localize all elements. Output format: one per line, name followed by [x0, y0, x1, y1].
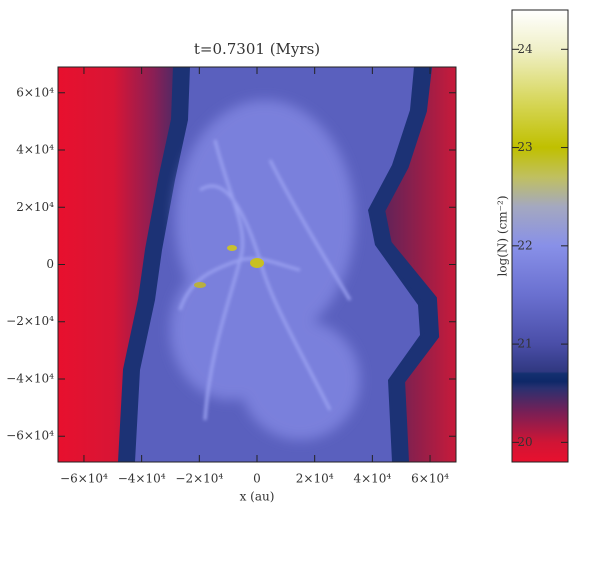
x-tick-label: −2×10⁴: [175, 472, 223, 486]
colorbar-tick-label: 24: [517, 42, 533, 56]
chart-title: t=0.7301 (Myrs): [194, 40, 320, 58]
x-tick-label: 6×10⁴: [411, 472, 449, 486]
colorbar-label: log(N) (cm⁻²): [496, 195, 510, 276]
y-tick-label: 2×10⁴: [16, 200, 54, 214]
dense-cores: [194, 245, 264, 288]
y-tick-label: −4×10⁴: [6, 371, 54, 385]
y-tick-label: 4×10⁴: [16, 143, 54, 157]
density-map: [58, 67, 456, 462]
x-tick-label: 0: [253, 472, 261, 486]
colorbar-tick-label: 21: [517, 337, 532, 351]
x-tick-label: −4×10⁴: [118, 472, 166, 486]
y-tick-label: −2×10⁴: [6, 314, 54, 328]
colorbar-tick-label: 20: [517, 435, 532, 449]
colorbar: [511, 9, 569, 463]
colorbar-tick-label: 22: [517, 238, 532, 252]
colorbar-tick-label: 23: [517, 140, 532, 154]
y-tick-label: 0: [46, 257, 54, 271]
x-tick-label: −6×10⁴: [60, 472, 108, 486]
x-axis-label: x (au): [240, 490, 275, 504]
y-tick-label: −6×10⁴: [6, 429, 54, 443]
y-tick-label: 6×10⁴: [16, 85, 54, 99]
x-tick-label: 2×10⁴: [296, 472, 334, 486]
x-tick-label: 4×10⁴: [353, 472, 391, 486]
